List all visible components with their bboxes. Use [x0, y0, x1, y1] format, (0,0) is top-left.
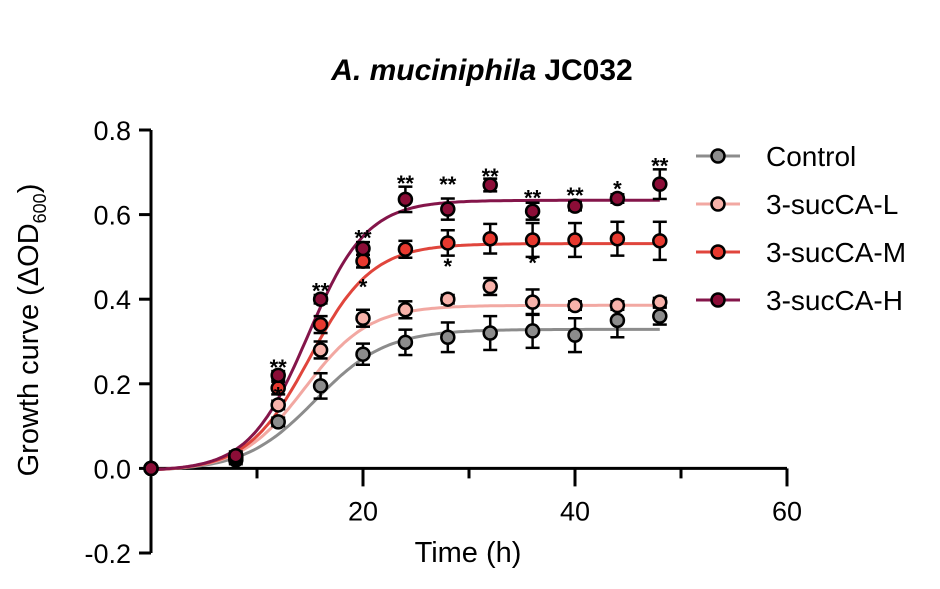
x-tick-label: 60: [772, 496, 802, 526]
significance-mark: *: [359, 275, 368, 300]
data-point: [312, 342, 329, 358]
y-axis-label-suffix: ): [13, 184, 45, 194]
data-point: [440, 201, 456, 217]
legend-entry: 3-sucCA-H: [696, 285, 903, 316]
data-point: [482, 325, 498, 341]
data-point: [567, 232, 583, 248]
legend-marker: [710, 244, 726, 260]
x-tick-label: 20: [348, 496, 378, 526]
data-point: [143, 460, 159, 477]
data-point: [440, 329, 456, 346]
significance-mark: **: [651, 154, 669, 179]
data-point: [270, 414, 286, 430]
data-point: [567, 297, 583, 314]
significance-mark: *: [444, 254, 453, 279]
data-point: [355, 240, 371, 257]
data-point: [355, 310, 371, 326]
y-tick-label: 0.6: [93, 201, 131, 231]
data-point: [270, 367, 286, 384]
data-point: [567, 327, 583, 343]
y-axis-label: Growth curve (ΔOD600): [13, 184, 50, 477]
chart-title: A. muciniphila JC032: [330, 54, 632, 87]
legend-entry: 3-sucCA-L: [696, 189, 898, 220]
data-point: [482, 230, 498, 247]
data-point: [609, 312, 626, 329]
data-point: [312, 291, 329, 307]
y-tick-label: 0.2: [93, 370, 131, 400]
data-point: [652, 308, 668, 324]
data-point: [355, 346, 371, 362]
data-point: [609, 230, 626, 247]
series-points: [143, 220, 668, 477]
series-points: [143, 276, 668, 477]
x-axis-label: Time (h): [415, 537, 522, 569]
y-tick-label: 0.8: [93, 116, 131, 146]
series-points: [143, 168, 668, 477]
data-point: [609, 190, 626, 207]
data-point: [312, 378, 329, 394]
data-point: [482, 278, 498, 295]
legend-marker: [710, 292, 726, 308]
data-point: [524, 203, 541, 219]
data-points: [143, 168, 668, 477]
data-point: [482, 177, 498, 193]
data-point: [609, 297, 626, 314]
significance-mark: **: [482, 164, 500, 189]
y-axis-label-prefix: Growth curve (ΔOD: [13, 223, 45, 476]
significance-mark: *: [274, 382, 283, 407]
data-point: [397, 241, 414, 258]
data-point: [440, 235, 456, 251]
legend-label: 3-sucCA-L: [766, 189, 898, 220]
data-point: [397, 191, 414, 208]
axes: -0.2 0.0 0.2 0.4 0.6 0.8 20 40 60: [84, 116, 802, 569]
significance-annotations: ********** ********** ***: [270, 154, 669, 408]
data-point: [397, 334, 414, 351]
chart-title-strain: JC032: [544, 54, 632, 87]
legend-marker: [710, 148, 726, 164]
data-point: [397, 302, 414, 318]
significance-mark: *: [528, 250, 537, 275]
legend: Control 3-sucCA-L 3-sucCA-M 3-sucCA-H: [696, 141, 906, 316]
data-point: [228, 447, 244, 464]
x-tick-label: 40: [560, 496, 590, 526]
data-point: [524, 323, 541, 339]
data-point: [312, 316, 329, 333]
data-point: [524, 232, 541, 248]
significance-mark: **: [524, 186, 542, 211]
data-point: [567, 198, 583, 214]
data-point: [355, 253, 371, 269]
data-point: [652, 176, 668, 192]
data-point: [440, 291, 456, 307]
significance-mark: **: [354, 225, 372, 250]
legend-marker: [710, 196, 726, 212]
legend-entry: Control: [696, 141, 856, 172]
data-point: [270, 397, 286, 413]
y-tick-label: 0.4: [93, 285, 131, 315]
significance-mark: **: [270, 355, 288, 380]
legend-label: 3-sucCA-H: [766, 285, 903, 316]
significance-mark: **: [439, 172, 457, 197]
data-point: [652, 233, 668, 249]
significance-mark: **: [397, 171, 415, 196]
legend-label: Control: [766, 141, 856, 172]
legend-label: 3-sucCA-M: [766, 237, 906, 268]
significance-mark: **: [312, 279, 330, 304]
significance-mark: *: [613, 176, 622, 201]
data-point: [524, 294, 541, 310]
fit-curve: [150, 242, 660, 472]
legend-entry: 3-sucCA-M: [696, 237, 906, 268]
y-tick-label: 0.0: [93, 454, 131, 484]
significance-mark: **: [566, 183, 584, 208]
chart-title-species: A. muciniphila: [330, 54, 536, 87]
y-axis-label-subscript: 600: [30, 193, 50, 223]
data-point: [652, 294, 668, 310]
y-tick-label: -0.2: [84, 539, 131, 569]
